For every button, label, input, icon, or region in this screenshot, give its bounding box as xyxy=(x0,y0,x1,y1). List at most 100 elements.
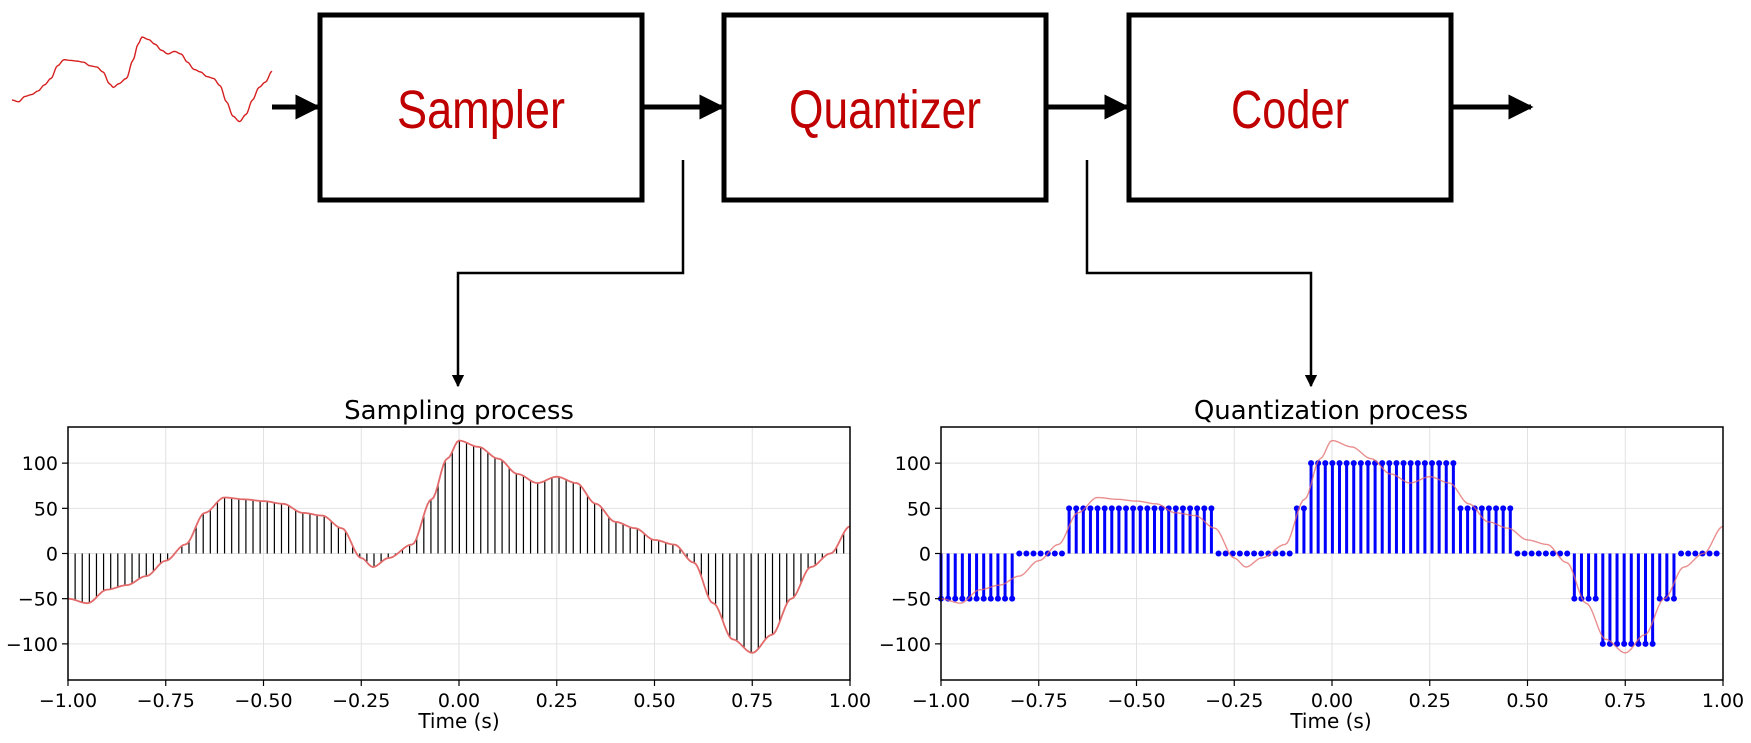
quantized-sample-point xyxy=(1507,505,1514,512)
quantized-sample-point xyxy=(1514,550,1521,557)
quantized-sample-point xyxy=(1393,460,1400,467)
sampling-branch-connector xyxy=(451,160,685,388)
flow-arrows xyxy=(272,94,1534,388)
quantized-sample-point xyxy=(1009,595,1016,602)
quantized-sample-point xyxy=(1500,505,1507,512)
quantized-sample-point xyxy=(966,595,973,602)
quantized-sample-point xyxy=(959,595,966,602)
x-tick-label: −1.00 xyxy=(39,690,97,712)
quantized-sample-point xyxy=(1123,505,1130,512)
quantization-chart-xlabel: Time (s) xyxy=(1289,709,1371,733)
quantized-sample-point xyxy=(973,595,980,602)
input-signal-sketch xyxy=(11,36,273,123)
quantized-sample-point xyxy=(1592,595,1599,602)
quantized-sample-point xyxy=(1429,460,1436,467)
y-tick-label: 100 xyxy=(22,453,58,475)
quantized-sample-point xyxy=(1279,550,1286,557)
sampling-chart: Sampling process −1.00 −0.75 −0.50 −0.25 0.0… xyxy=(6,396,871,733)
quantized-sample-point xyxy=(1649,640,1656,647)
y-tick-label: 50 xyxy=(34,498,58,520)
coder-block: Coder xyxy=(1126,12,1454,203)
quantized-sample-point xyxy=(1343,460,1350,467)
quantized-sample-point xyxy=(1400,460,1407,467)
quantized-sample-point xyxy=(980,595,987,602)
quantized-sample-point xyxy=(1421,460,1428,467)
quantized-sample-point xyxy=(1443,460,1450,467)
quantized-sample-point xyxy=(1386,460,1393,467)
analog-signal-curve xyxy=(940,439,1724,654)
quantizer-label: Quantizer xyxy=(789,80,981,140)
quantized-sample-point xyxy=(1215,550,1222,557)
quantized-sample-point xyxy=(1670,595,1677,602)
quantized-sample-point xyxy=(1172,505,1179,512)
quantized-sample-point xyxy=(1379,460,1386,467)
y-tick-label: 0 xyxy=(46,544,58,566)
quantized-sample-point xyxy=(1243,550,1250,557)
quantized-sample-point xyxy=(1336,460,1343,467)
y-tick-label: −100 xyxy=(6,634,58,656)
quantized-sample-point xyxy=(1357,460,1364,467)
quantized-sample-point xyxy=(1621,640,1628,647)
quantized-sample-point xyxy=(1144,505,1151,512)
quantized-sample-point xyxy=(987,595,994,602)
quantized-sample-point xyxy=(1436,460,1443,467)
x-tick-label: −0.25 xyxy=(332,690,390,712)
quantized-sample-point xyxy=(1286,550,1293,557)
quantized-sample-point xyxy=(1222,550,1229,557)
y-tick-label: −50 xyxy=(18,589,58,611)
quantized-sample-point xyxy=(1130,505,1137,512)
quantized-sample-point xyxy=(1300,505,1307,512)
quantized-sample-point xyxy=(1692,550,1699,557)
quantized-sample-point xyxy=(1564,550,1571,557)
x-tick-label: 1.00 xyxy=(1702,690,1744,712)
x-tick-label: −1.00 xyxy=(912,690,970,712)
quantized-sample-point xyxy=(1685,550,1692,557)
quantized-sample-point xyxy=(1521,550,1528,557)
quantized-sample-point xyxy=(1599,640,1606,647)
quantized-sample-point xyxy=(1101,505,1108,512)
quantized-sample-point xyxy=(1706,550,1713,557)
x-tick-label: 0.50 xyxy=(1506,690,1548,712)
quantized-sample-point xyxy=(1179,505,1186,512)
x-tick-label: 0.00 xyxy=(1311,690,1353,712)
quantized-sample-point xyxy=(1457,505,1464,512)
quantized-sample-point xyxy=(1364,460,1371,467)
quantized-sample-point xyxy=(1308,460,1315,467)
quantized-sample-point xyxy=(1058,550,1065,557)
quantized-sample-point xyxy=(1528,550,1535,557)
x-tick-label: 0.25 xyxy=(1409,690,1451,712)
quantized-sample-point xyxy=(1258,550,1265,557)
quantizer-block: Quantizer xyxy=(721,12,1049,203)
quantized-sample-point xyxy=(952,595,959,602)
x-tick-label: −0.50 xyxy=(1107,690,1165,712)
quantized-sample-point xyxy=(1251,550,1258,557)
x-tick-label: −0.75 xyxy=(137,690,195,712)
quantized-sample-point xyxy=(1713,550,1720,557)
quantized-sample-point xyxy=(1272,550,1279,557)
quantized-sample-point xyxy=(994,595,1001,602)
quantized-sample-point xyxy=(1464,505,1471,512)
quantized-sample-point xyxy=(1073,505,1080,512)
quantized-sample-point xyxy=(1549,550,1556,557)
quantized-sample-point xyxy=(1051,550,1058,557)
quantized-sample-point xyxy=(1628,640,1635,647)
quantized-sample-point xyxy=(1194,505,1201,512)
y-tick-label: −100 xyxy=(879,634,931,656)
quantized-sample-point xyxy=(1678,550,1685,557)
x-tick-label: −0.50 xyxy=(234,690,292,712)
quantized-sample-point xyxy=(1663,595,1670,602)
x-tick-label: 1.00 xyxy=(829,690,871,712)
y-tick-label: 50 xyxy=(907,498,931,520)
quantized-sample-point xyxy=(1201,505,1208,512)
quantized-sample-point xyxy=(1485,505,1492,512)
y-tick-label: 0 xyxy=(919,544,931,566)
sampler-label: Sampler xyxy=(397,80,565,140)
quantized-sample-point xyxy=(1329,460,1336,467)
quantized-sample-point xyxy=(1414,460,1421,467)
quantization-chart-title: Quantization process xyxy=(1194,396,1468,426)
quantized-sample-point xyxy=(1450,460,1457,467)
quantized-sample-point xyxy=(1542,550,1549,557)
analog-signal-curve xyxy=(67,439,851,654)
quantized-sample-point xyxy=(1322,460,1329,467)
